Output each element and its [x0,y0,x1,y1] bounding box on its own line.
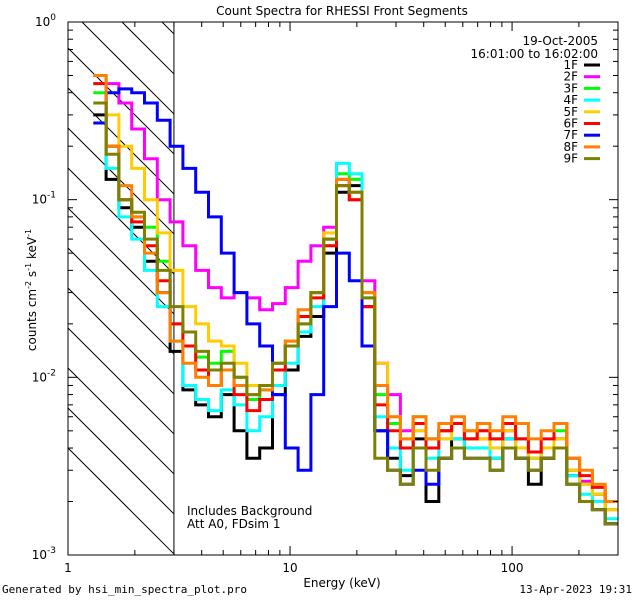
annotation-block: Includes Background Att A0, FDsim 1 [187,504,312,531]
series-1F [93,113,618,526]
legend-date: 19-Oct-2005 [522,34,598,48]
x-tick-label: 100 [501,561,524,575]
series-3F [93,91,618,512]
x-axis-label: Energy (keV) [303,576,380,590]
y-tick-label: 100 [35,13,56,29]
hatch-line [81,22,175,115]
series-8F [93,74,618,503]
legend-time-range: 16:01:00 to 16:02:00 [471,47,598,61]
annotation-background: Includes Background [187,504,312,518]
x-tick-label: 10 [282,561,297,575]
footer-generated-by: Generated by hsi_min_spectra_plot.pro [2,583,248,596]
legend-label: 2F [563,70,578,84]
hatch-line [68,327,175,435]
series-5F [93,74,618,512]
axis-ticks [67,21,619,556]
plot-frame [67,21,619,556]
legend-label: 9F [563,152,578,166]
series-2F [93,74,618,512]
legend-label: 8F [563,140,578,154]
hatch-line [68,47,175,155]
y-tick-label: 10-2 [32,368,56,384]
y-tick-labels: 10-3 10-2 10-1 100 [32,13,57,562]
hatch-line [68,367,175,475]
x-tick-labels: 1 10 100 [64,561,523,575]
legend-label: 6F [563,117,578,131]
footer-timestamp: 13-Apr-2023 19:31 [519,583,632,596]
chart-title: Count Spectra for RHESSI Front Segments [216,4,468,18]
legend-label: 7F [563,128,578,142]
y-tick-label: 10-3 [32,546,56,562]
legend-label: 1F [563,58,578,72]
legend-label: 3F [563,81,578,95]
series-9F [93,101,618,526]
hatch-line [68,247,175,355]
hatch-line [161,22,175,35]
legend: 19-Oct-2005 16:01:00 to 16:02:00 1F2F3F4… [471,34,600,166]
hatch-line [68,407,175,515]
hatch-line [68,447,175,555]
legend-label: 5F [563,105,578,119]
y-axis-label: counts cm-2 s-1 keV-1 [24,229,39,351]
annotation-attenuator: Att A0, FDsim 1 [187,517,281,531]
y-tick-label: 10-1 [32,191,56,207]
series-6F [93,82,618,503]
x-tick-label: 1 [64,561,72,575]
hatch-line [121,22,175,75]
legend-label: 4F [563,93,578,107]
hatch-line [68,287,175,395]
series-group [93,74,618,526]
